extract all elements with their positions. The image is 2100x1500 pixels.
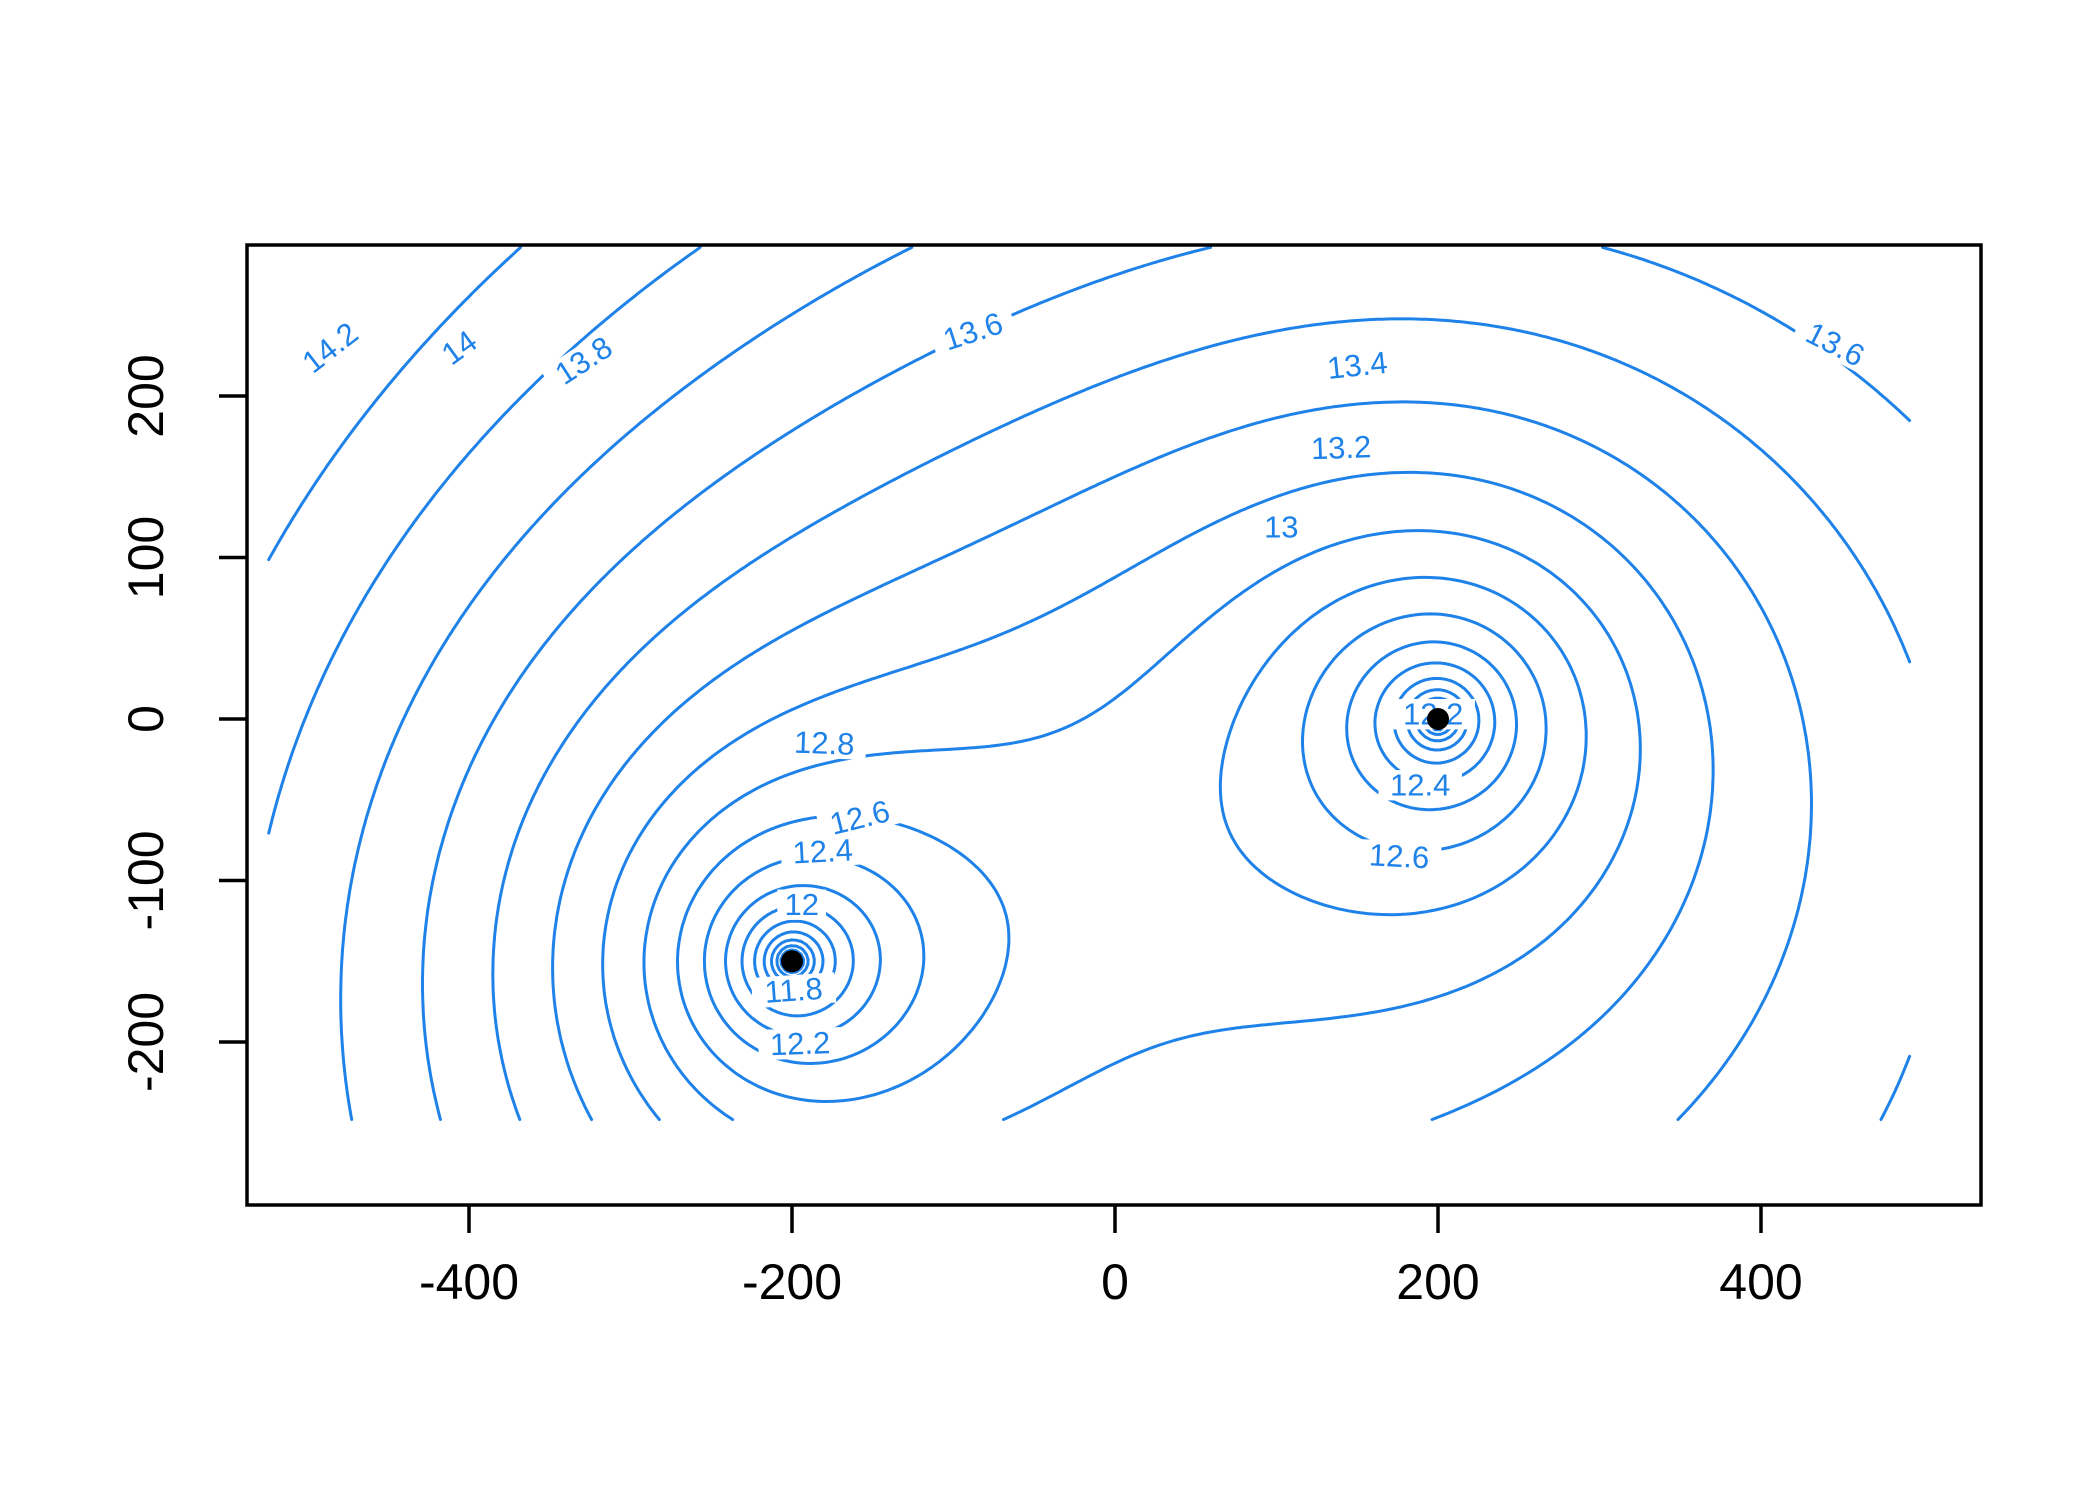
contour-label-halo [1378, 770, 1462, 801]
contour-label-group: 13.2 [1298, 429, 1384, 466]
contour-label-halo [815, 792, 904, 843]
contour-line-13 [601, 470, 1715, 1121]
contour-label-group: 12 [777, 887, 827, 922]
x-axis-tick-label: 200 [1396, 1254, 1479, 1310]
contour-line-13.2 [551, 400, 1813, 1121]
contour-line-13.4 [491, 317, 1912, 1121]
x-axis-tick-label: -200 [742, 1254, 842, 1310]
contour-line-12.8 [642, 529, 1642, 1121]
contour-label-group: 12.8 [782, 725, 867, 762]
contour-label-halo [1356, 838, 1442, 874]
contour-label-group: 12.6 [1356, 837, 1442, 875]
contour-line-13.6 [421, 245, 1912, 1121]
contour-label: 11.8 [763, 971, 823, 1010]
contour-label-halo [1791, 311, 1880, 377]
x-axis-tick-label: 0 [1101, 1254, 1129, 1310]
contour-label-group: 12.4 [780, 832, 866, 870]
contour-label-halo [1256, 511, 1306, 542]
contour-label-group: 13 [1256, 509, 1306, 544]
contour-label-halo [928, 304, 1018, 359]
contour-label: 13.2 [1310, 429, 1372, 466]
contour-label: 12.4 [792, 832, 854, 870]
contour-label: 13.4 [1325, 345, 1389, 386]
contour-line-14 [267, 245, 702, 835]
contour-label-halo [782, 726, 867, 760]
y-axis-tick-label: 200 [118, 354, 174, 437]
contour-label-group: 13.4 [1314, 345, 1401, 386]
contour-label: 12.2 [769, 1025, 831, 1062]
x-axis-tick-label: 400 [1719, 1254, 1802, 1310]
contour-label-halo [780, 834, 866, 869]
contour-label: 12 [784, 887, 818, 922]
x-axis-tick-label: -400 [419, 1254, 519, 1310]
y-axis-tick-label: 0 [118, 705, 174, 733]
contour-label: 12.4 [1390, 768, 1450, 803]
contour-label-group: 12.2 [757, 1025, 843, 1062]
y-axis-tick-label: -100 [118, 830, 174, 930]
contour-label-halo [1314, 345, 1401, 385]
contour-label-halo [1298, 431, 1384, 465]
data-points [781, 708, 1449, 973]
contour-label-group: 14.2 [287, 309, 373, 386]
data-point-dot [1427, 708, 1449, 730]
data-point-dot [781, 950, 803, 973]
y-axis-tick-label: 100 [118, 516, 174, 599]
contour-label: 12.6 [1368, 837, 1430, 875]
contour-label-halo [757, 1026, 843, 1061]
contour-label: 12.8 [794, 725, 856, 762]
contour-line-14.2 [267, 245, 522, 562]
axes: -400 -200 0 200 400 200 100 0 -100 -200 [118, 354, 1803, 1310]
contour-label-halo [777, 889, 827, 920]
contour-label: 13 [1264, 509, 1298, 544]
contour-label-halo [540, 325, 627, 396]
contour-label-halo [750, 972, 837, 1009]
y-axis-tick-label: -200 [118, 992, 174, 1092]
contour-label-halo [287, 309, 373, 386]
contour-label-halo [430, 320, 488, 375]
contour-line-13.8 [339, 245, 914, 1121]
contour-label-group: 12.4 [1378, 768, 1462, 803]
contour-label-group: 11.8 [750, 971, 837, 1010]
contour-label-group: 13.6 [1791, 311, 1880, 377]
